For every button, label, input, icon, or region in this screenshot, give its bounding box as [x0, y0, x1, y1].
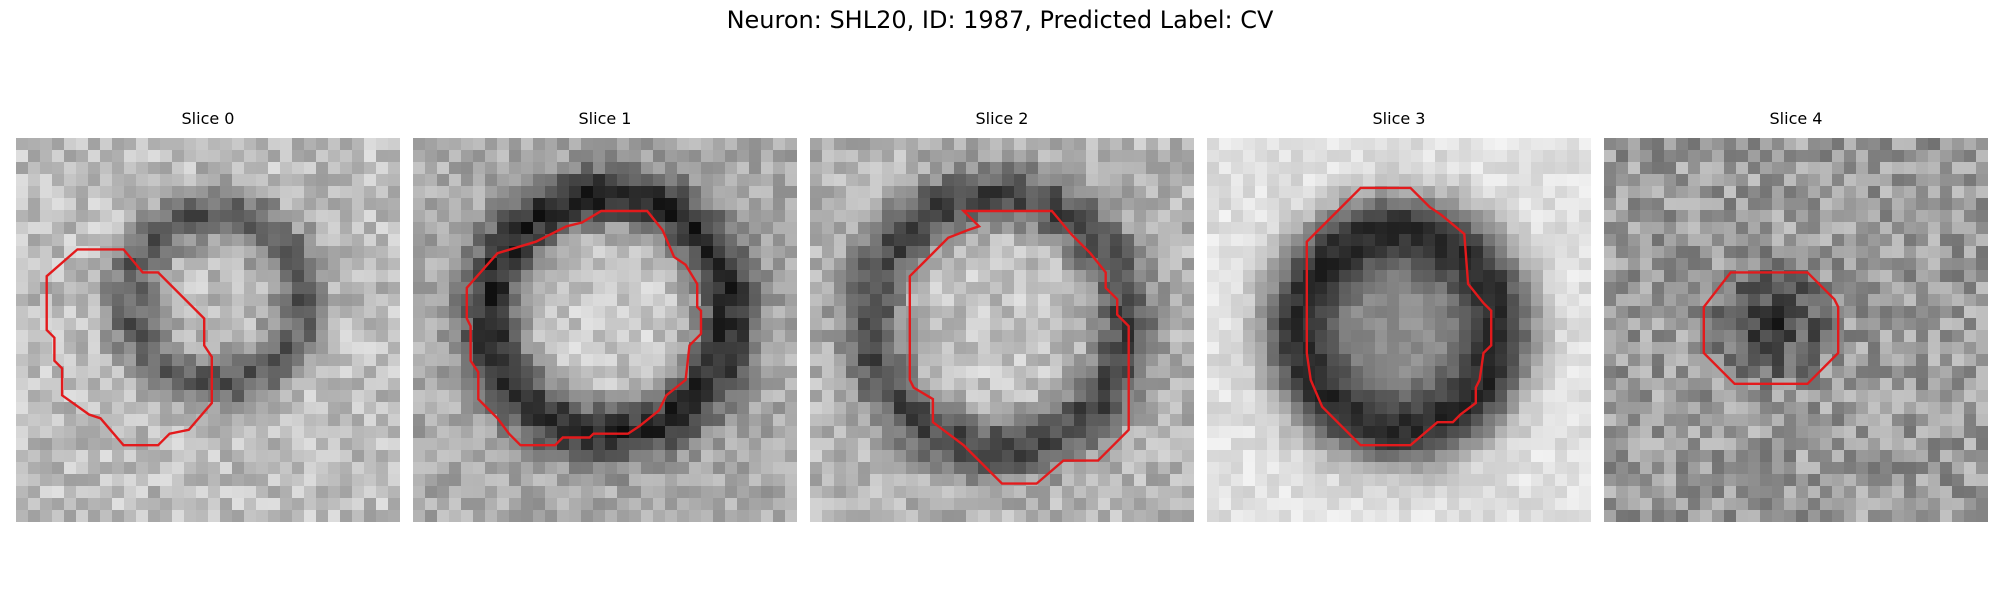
- slice-image: [413, 138, 797, 522]
- segmentation-contour: [1702, 271, 1840, 386]
- slice-title: Slice 3: [1372, 109, 1426, 128]
- slice-image: [810, 138, 1194, 522]
- slice-panel-4: Slice 4: [1604, 108, 1988, 522]
- slice-title: Slice 2: [975, 109, 1029, 128]
- slice-title: Slice 0: [181, 109, 235, 128]
- grayscale-micrograph: [1207, 138, 1591, 522]
- grayscale-micrograph: [413, 138, 797, 522]
- slice-panel-1: Slice 1: [413, 108, 797, 522]
- grayscale-micrograph: [810, 138, 1194, 522]
- segmentation-contour: [908, 209, 1130, 485]
- slice-title: Slice 1: [578, 109, 632, 128]
- grayscale-micrograph: [16, 138, 400, 522]
- segmentation-contour: [45, 248, 214, 447]
- figure-title: Neuron: SHL20, ID: 1987, Predicted Label…: [726, 6, 1274, 34]
- slice-panel-2: Slice 2: [810, 108, 1194, 522]
- slice-title: Slice 4: [1769, 109, 1823, 128]
- slice-image: [16, 138, 400, 522]
- segmentation-contour: [465, 209, 703, 447]
- slice-panel-0: Slice 0: [16, 108, 400, 522]
- grayscale-micrograph: [1604, 138, 1988, 522]
- slice-panel-3: Slice 3: [1207, 108, 1591, 522]
- slice-image: [1207, 138, 1591, 522]
- segmentation-contour: [1305, 186, 1493, 447]
- slice-image: [1604, 138, 1988, 522]
